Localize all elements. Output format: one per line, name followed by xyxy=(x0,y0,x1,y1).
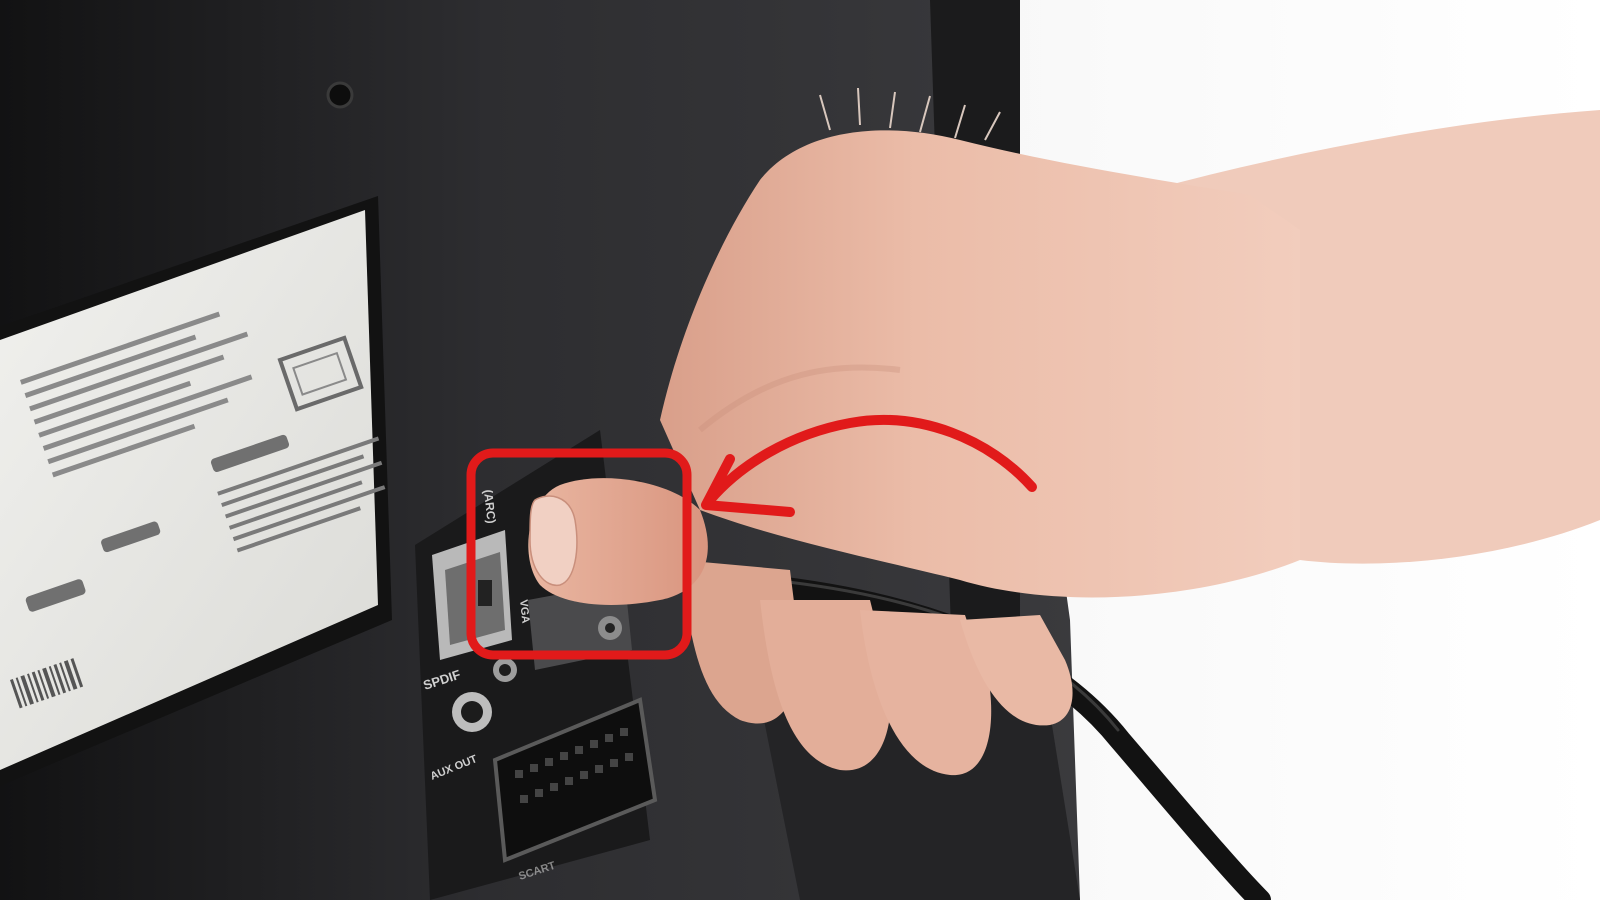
scart-port xyxy=(492,697,658,863)
thumb xyxy=(528,478,708,605)
barcode xyxy=(10,658,84,709)
audio-jack xyxy=(452,692,492,732)
small-jack xyxy=(493,658,517,682)
rating-sticker xyxy=(0,196,392,786)
hdmi-cable xyxy=(749,574,1271,900)
thumbnail xyxy=(529,495,578,586)
pointer-arrow xyxy=(701,415,1037,517)
logo-marks xyxy=(25,434,290,612)
label-arc: (ARC) xyxy=(481,489,498,524)
screw xyxy=(326,81,354,109)
hand xyxy=(528,87,1600,776)
highlight-box xyxy=(466,448,692,660)
label-vga: VGA xyxy=(517,599,531,624)
